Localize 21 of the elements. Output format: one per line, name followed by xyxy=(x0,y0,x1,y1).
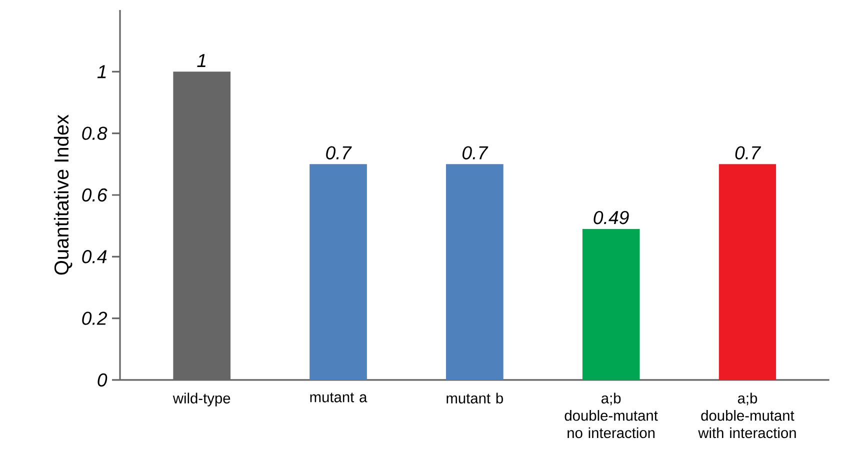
data-label: 1 xyxy=(197,54,206,67)
data-label: 0.7 xyxy=(326,146,352,160)
x-tick-label: a;b double-mutant no interaction xyxy=(564,392,658,438)
y-tick-label: 0.6 xyxy=(82,188,108,202)
data-label: 0.7 xyxy=(462,146,488,160)
x-tick-label: wild-type xyxy=(172,392,230,406)
y-tick-label: 0.4 xyxy=(82,250,107,264)
y-axis-title: Quantitative Index xyxy=(54,114,72,275)
data-label: 0.7 xyxy=(735,146,762,160)
bar xyxy=(582,228,640,380)
x-tick-label: mutant a xyxy=(310,392,368,402)
y-tick-label: 0.8 xyxy=(82,126,108,140)
bar xyxy=(310,164,367,380)
x-tick-label: mutant b xyxy=(446,392,503,404)
y-tick-label: 0.2 xyxy=(82,312,108,325)
bar xyxy=(718,164,776,380)
bar xyxy=(446,164,504,380)
data-label: 0.49 xyxy=(594,210,629,224)
y-tick-label: 1 xyxy=(97,65,106,78)
y-tick-label: 0 xyxy=(98,373,108,387)
x-tick-label: a;b double-mutant with interaction xyxy=(698,392,796,438)
